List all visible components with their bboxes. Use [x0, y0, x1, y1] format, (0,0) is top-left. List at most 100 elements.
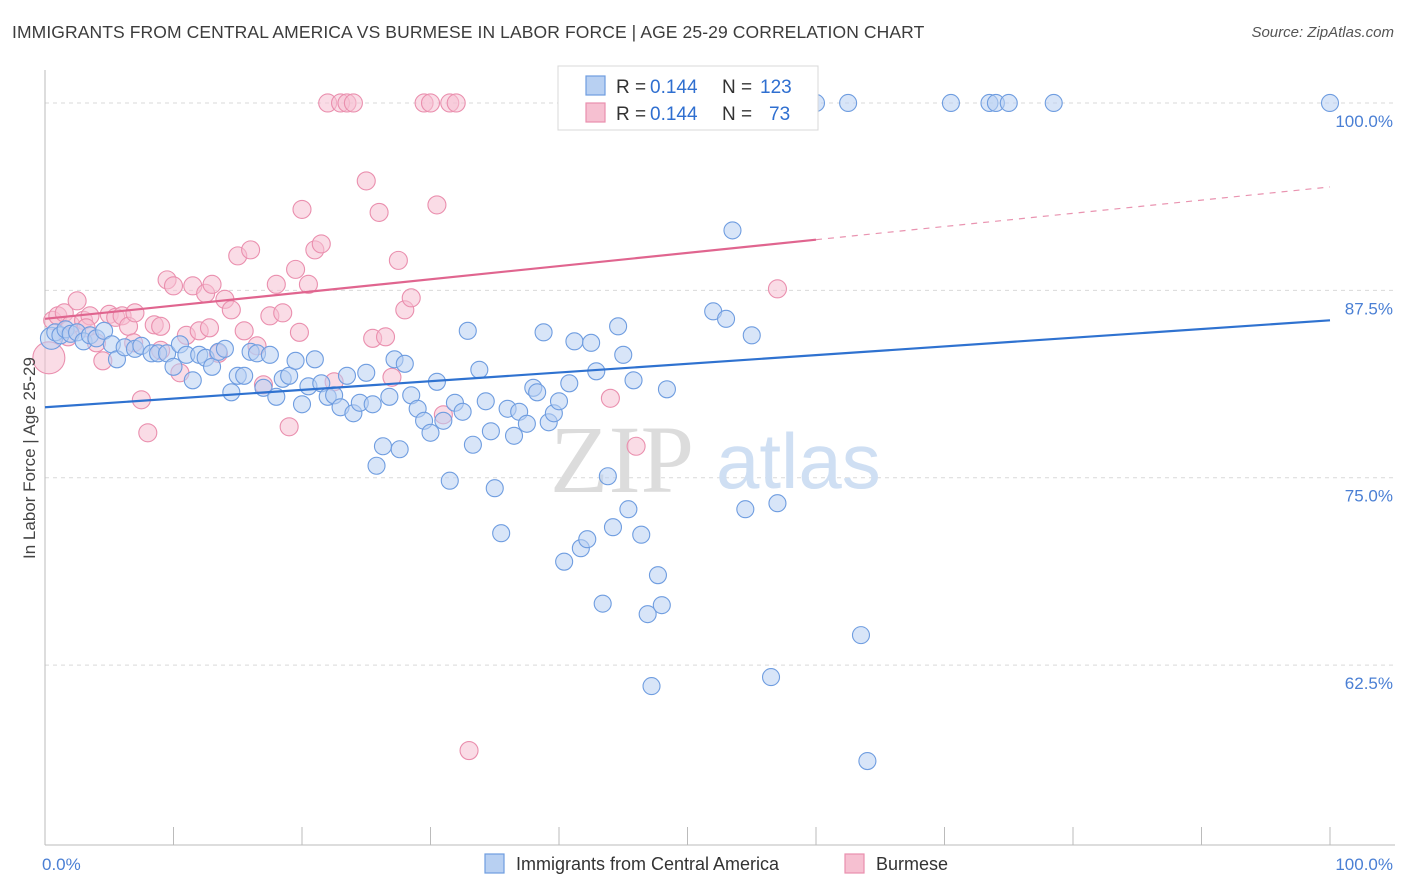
x-tick-label-start: 0.0% [42, 855, 81, 874]
burmese-point [151, 316, 171, 336]
burmese-point [163, 276, 184, 296]
central-america-point [999, 93, 1018, 113]
burmese-point [221, 300, 241, 320]
central-america-point [222, 383, 241, 402]
burmese-point [767, 279, 788, 299]
legend-n-label-pink: N = [722, 104, 752, 125]
central-america-point [624, 371, 643, 390]
y-tick-label: 75.0% [1345, 487, 1393, 506]
central-america-point [463, 435, 482, 454]
central-america-point [528, 383, 547, 402]
central-america-point [164, 357, 183, 376]
central-america-point [337, 366, 357, 385]
burmese-point [427, 195, 447, 215]
central-america-point [434, 411, 453, 430]
central-america-point [453, 402, 472, 421]
watermark-zip: ZIP [550, 406, 694, 513]
central-america-point [203, 357, 222, 376]
central-america-point [476, 392, 495, 411]
burmese-point [375, 327, 396, 347]
tick-labels: 100.0% 87.5% 75.0% 62.5% 0.0% 100.0% [42, 112, 1393, 874]
burmese-point [382, 367, 402, 387]
burmese-point [356, 171, 376, 191]
central-america-point [1320, 93, 1340, 113]
burmese-point [138, 423, 158, 443]
central-america-point [565, 332, 584, 351]
burmese-trend-line-extrapolated [815, 186, 1331, 241]
central-america-point [578, 530, 597, 549]
legend-r-label-pink: R = [616, 104, 646, 125]
burmese-point [67, 291, 87, 311]
watermark-atlas: atlas [716, 417, 881, 505]
axis-layer [44, 70, 1395, 846]
central-america-point [648, 566, 667, 585]
central-america-point [481, 422, 500, 441]
central-america-trend-line [44, 319, 1331, 409]
series-legend-label-blue: Immigrants from Central America [516, 854, 780, 874]
chart-title: IMMIGRANTS FROM CENTRAL AMERICA VS BURME… [12, 22, 925, 42]
trend-lines [44, 186, 1331, 409]
central-america-point [941, 93, 960, 113]
central-america-point [839, 93, 858, 113]
y-tick-label: 62.5% [1345, 674, 1393, 693]
central-america-point [619, 500, 638, 519]
x-tick-label-end: 100.0% [1335, 855, 1393, 874]
central-america-point [614, 345, 633, 364]
central-america-point [305, 350, 324, 369]
central-america-point [485, 479, 504, 498]
central-america-point [582, 333, 601, 352]
central-america-point [549, 392, 569, 411]
burmese-point [459, 741, 479, 761]
central-america-point [367, 456, 386, 475]
burmese-point [266, 274, 286, 294]
burmese-point [199, 318, 220, 338]
central-america-point [235, 366, 254, 385]
burmese-point [420, 93, 441, 113]
central-america-point [373, 437, 393, 456]
series-legend-swatch-blue [484, 853, 505, 874]
burmese-point [273, 303, 293, 323]
legend-r-value-pink: 0.144 [650, 104, 698, 125]
series-legend-label-pink: Burmese [876, 854, 948, 874]
central-america-point [742, 326, 761, 345]
burmese-point [286, 259, 306, 279]
central-america-points [39, 93, 1340, 771]
burmese-trend-line [44, 238, 817, 320]
burmese-point [600, 388, 620, 408]
central-america-point [609, 317, 628, 336]
central-america-point [858, 752, 877, 771]
burmese-point [388, 250, 408, 270]
central-america-point [390, 440, 409, 459]
central-america-point [395, 354, 414, 373]
burmese-point [292, 199, 312, 219]
central-america-point [851, 626, 871, 645]
burmese-point [401, 288, 421, 308]
series-legend-swatch-pink [844, 853, 865, 874]
burmese-point [369, 202, 389, 222]
burmese-point [343, 93, 363, 113]
burmese-point [125, 303, 145, 323]
central-america-point [736, 500, 755, 519]
central-america-point [657, 380, 676, 399]
burmese-point [311, 234, 331, 254]
series-legend: Immigrants from Central America Burmese [484, 853, 948, 874]
central-america-point [768, 494, 787, 513]
central-america-point [652, 596, 671, 615]
central-america-point [260, 345, 279, 364]
y-tick-label: 87.5% [1345, 299, 1393, 318]
central-america-point [280, 366, 299, 385]
central-america-point [292, 395, 312, 414]
legend-swatch-blue [585, 75, 606, 96]
correlation-legend: R = 0.144 N = 123 R = 0.144 N = 73 [557, 65, 819, 131]
central-america-point [458, 321, 477, 340]
burmese-point [626, 436, 646, 456]
central-america-point [555, 552, 574, 571]
legend-r-label-blue: R = [616, 77, 646, 98]
central-america-point [286, 351, 305, 370]
central-america-point [95, 321, 114, 340]
central-america-point [470, 360, 489, 379]
central-america-point [183, 371, 202, 390]
central-america-point [638, 605, 657, 624]
central-america-point [632, 525, 651, 544]
